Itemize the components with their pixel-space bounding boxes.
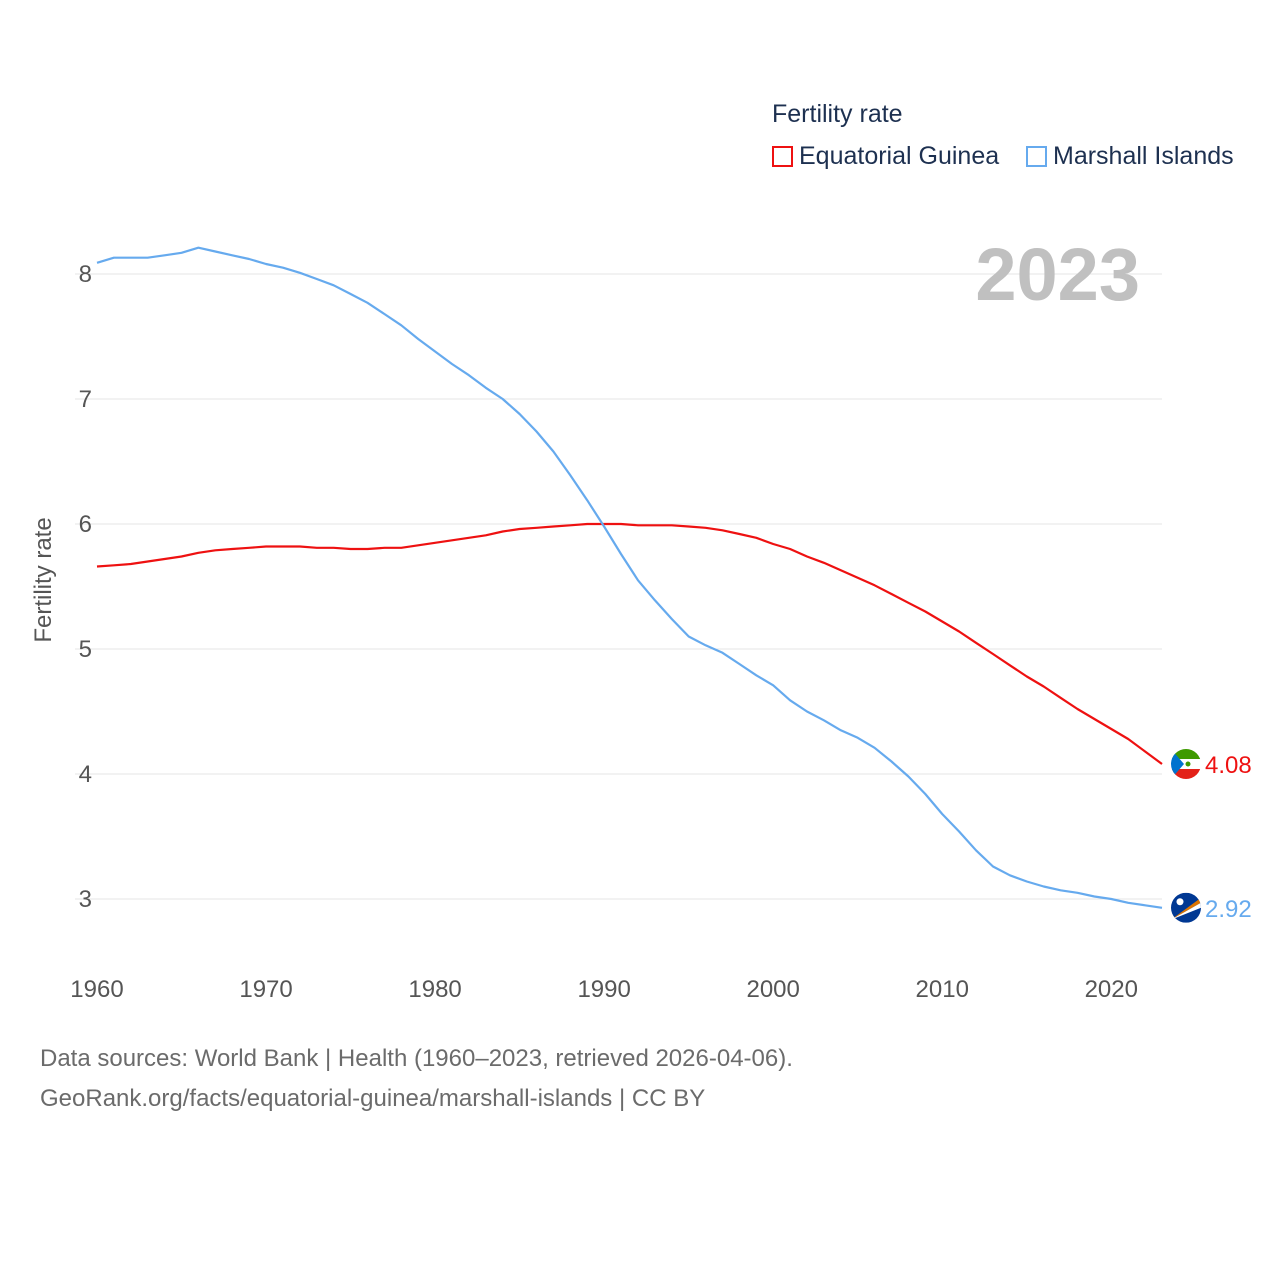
y-tick-label: 3: [79, 886, 92, 913]
x-tick-label: 2000: [746, 976, 799, 1003]
legend-item-equatorial-guinea[interactable]: Equatorial Guinea: [772, 142, 999, 171]
end-value-label: 2.92: [1205, 896, 1252, 923]
y-tick-label: 5: [79, 636, 92, 663]
legend-title: Fertility rate: [772, 100, 903, 128]
y-axis-label: Fertility rate: [30, 517, 57, 642]
end-markers: 4.08 2.92: [1171, 749, 1252, 923]
x-tick-label: 2010: [916, 976, 969, 1003]
legend-item-marshall-islands[interactable]: Marshall Islands: [1026, 142, 1234, 171]
footer-sources: Data sources: World Bank | Health (1960–…: [40, 1045, 793, 1072]
legend-label: Marshall Islands: [1053, 142, 1234, 170]
y-tick-label: 7: [79, 386, 92, 413]
x-tick-label: 1990: [577, 976, 630, 1003]
gridlines: [75, 273, 1162, 900]
y-tick-label: 8: [79, 261, 92, 288]
legend-swatch-marshall-islands: [1026, 146, 1047, 167]
x-tick-label: 2020: [1085, 976, 1138, 1003]
x-tick-label: 1980: [408, 976, 461, 1003]
x-axis-ticks: 1960 1970 1980 1990 2000 2010 2020: [70, 976, 1138, 1003]
x-tick-label: 1960: [70, 976, 123, 1003]
marshall-islands-flag-icon: [1171, 892, 1201, 923]
y-tick-label: 4: [79, 761, 92, 788]
footer-link[interactable]: GeoRank.org/facts/equatorial-guinea/mars…: [40, 1085, 706, 1112]
end-value-label: 4.08: [1205, 752, 1252, 779]
series-line-marshall-islands: [96, 246, 1163, 909]
legend-label: Equatorial Guinea: [799, 142, 1000, 170]
x-tick-label: 1970: [239, 976, 292, 1003]
y-axis-ticks: 3 4 5 6 7 8: [79, 261, 92, 913]
series-line-equatorial-guinea: [96, 522, 1163, 765]
equatorial-guinea-flag-icon: [1171, 749, 1201, 779]
legend-swatch-equatorial-guinea: [772, 146, 793, 167]
y-tick-label: 6: [79, 511, 92, 538]
year-watermark: 2023: [975, 233, 1140, 316]
series-lines: [96, 246, 1163, 909]
